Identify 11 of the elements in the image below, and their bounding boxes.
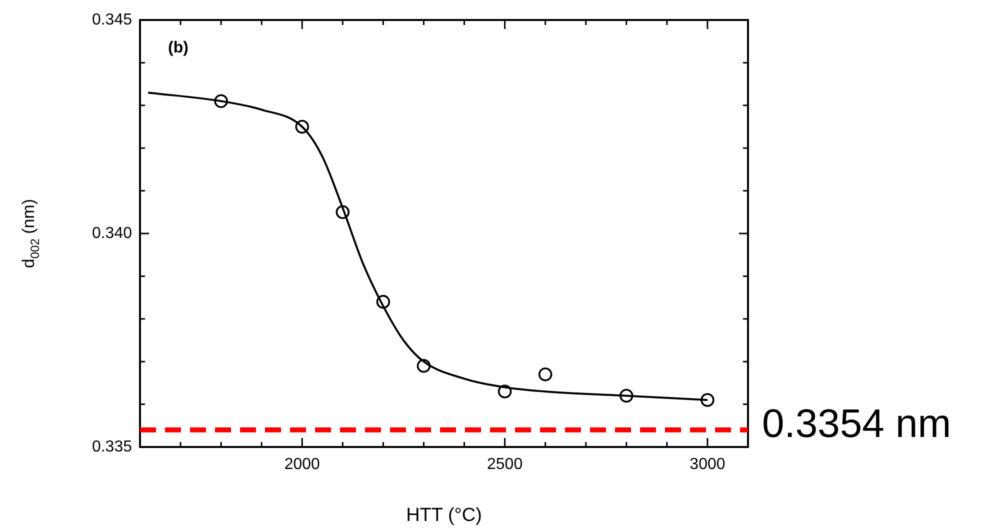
x-axis-title: HTT (°C) [406,504,482,526]
annotation: (b) [168,39,188,56]
point [538,368,552,382]
y-tick-label: 0.340 [92,224,132,242]
y-axis-title: d002 (nm) [19,198,42,268]
x-tick-label: 2000 [284,456,320,474]
x-tick-label: 3000 [690,456,726,474]
y-tick-label: 0.345 [92,11,132,28]
ref-line-label: 0.3354 nm [762,402,952,446]
y-tick-label: 0.335 [92,438,132,456]
x-tick-label: 2500 [487,456,523,474]
